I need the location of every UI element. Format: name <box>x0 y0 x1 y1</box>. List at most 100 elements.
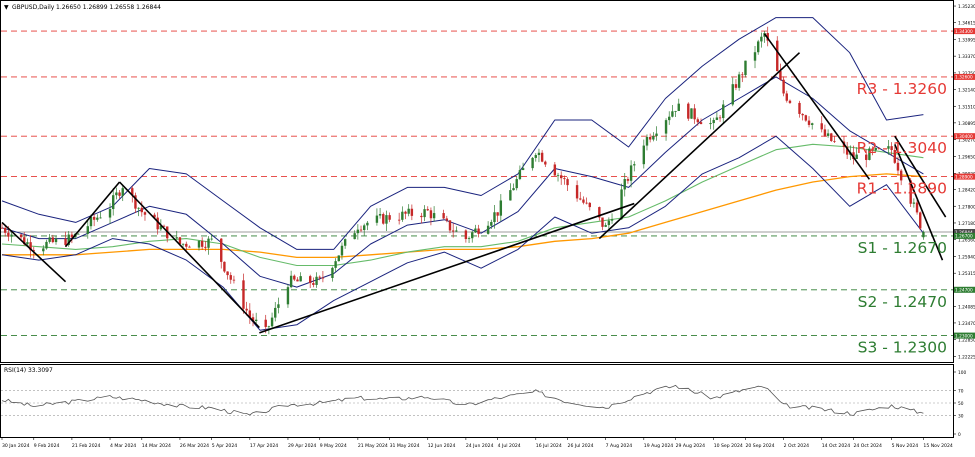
candle-body <box>226 271 229 276</box>
candle-body <box>23 237 26 245</box>
time-tick-label: 4 Jul 2024 <box>498 443 521 449</box>
candle-body <box>137 207 140 209</box>
candle-body <box>474 228 477 233</box>
rsi-title: RSI(14) 33.3097 <box>4 367 53 374</box>
price-tick-label: 1.22850 <box>958 338 975 344</box>
main-panel-frame <box>0 0 954 363</box>
candle-body <box>200 240 204 247</box>
candle-body <box>868 148 871 160</box>
candle-body <box>633 164 636 166</box>
candle-body <box>515 179 518 189</box>
level-label: S3 - 1.2300 <box>858 339 947 357</box>
candle-body <box>607 220 611 226</box>
candle-body <box>855 154 858 160</box>
candle-body <box>429 210 433 219</box>
candle-body <box>210 238 213 240</box>
candle-body <box>575 185 579 199</box>
candle-body <box>496 212 499 216</box>
candle-body <box>601 217 604 227</box>
price-tag <box>954 73 975 80</box>
price-tags: 1.34300 1.32600 1.30400 1.28900 1.268441.267… <box>954 28 975 339</box>
time-tick-label: 29 Aug 2024 <box>676 443 706 449</box>
price-tag-label: 1.34300 <box>955 29 973 35</box>
candle-body <box>890 146 893 151</box>
price-tag-label: 1.24700 <box>955 288 973 294</box>
candle-body <box>756 41 760 53</box>
candle-body <box>162 225 166 227</box>
candle-body <box>610 219 614 221</box>
trendline <box>118 181 260 329</box>
candle-body <box>315 276 318 285</box>
price-tick-label: 1.35230 <box>958 4 975 10</box>
candle-body <box>642 145 646 165</box>
candle-body <box>531 157 534 169</box>
candle-body <box>712 119 715 124</box>
candle-body <box>874 147 877 151</box>
trendline <box>1 221 67 283</box>
candle-body <box>655 133 658 137</box>
candle-body <box>264 319 267 327</box>
candle-body <box>788 100 792 103</box>
candle-body <box>407 208 410 214</box>
candle-body <box>385 215 388 224</box>
candle-body <box>490 222 493 226</box>
candle-body <box>544 161 547 165</box>
candle-body <box>620 189 623 220</box>
candle-body <box>826 133 830 136</box>
candle-body <box>922 232 925 238</box>
candle-body <box>426 209 429 211</box>
time-tick-label: 12 Jun 2024 <box>428 443 456 449</box>
candle-body <box>871 148 874 151</box>
price-axis: 1.35230 1.34615 1.33995 1.33370 1.32750 1.321… <box>953 4 975 360</box>
rsi-tick-label: 70 <box>958 389 964 395</box>
candle-body <box>86 226 89 234</box>
candle-body <box>32 250 35 252</box>
candle-body <box>0 227 4 229</box>
candle-body <box>70 234 74 238</box>
candle-body <box>340 245 344 256</box>
candle-body <box>254 319 258 321</box>
candle-body <box>674 110 677 112</box>
moving-averages <box>1 143 924 267</box>
candle-body <box>811 123 814 125</box>
candle-body <box>197 240 201 248</box>
candle-body <box>397 219 401 221</box>
candle-body <box>579 198 582 200</box>
candle-body <box>404 211 407 214</box>
candle-body <box>737 74 741 88</box>
time-tick-label: 5 Nov 2024 <box>892 443 919 449</box>
candle-body <box>178 237 182 245</box>
time-tick-label: 24 Jun 2024 <box>466 443 494 449</box>
candle-body <box>718 117 722 119</box>
level-label: S2 - 1.2470 <box>858 293 947 311</box>
time-tick-label: 14 Mar 2024 <box>142 443 171 449</box>
candle-body <box>652 136 655 140</box>
candle-body <box>334 261 337 268</box>
candle-body <box>801 113 804 116</box>
price-tick-label: 1.25315 <box>958 271 975 277</box>
candle-body <box>493 212 496 223</box>
candle-body <box>804 115 808 121</box>
price-tag-label: 1.26700 <box>955 234 973 240</box>
candle-body <box>741 74 744 76</box>
candle-body <box>229 275 232 280</box>
candle-body <box>467 238 471 240</box>
candle-body <box>321 277 325 279</box>
candle-body <box>509 190 512 201</box>
price-tick-label: 1.32140 <box>958 87 975 93</box>
price-tag <box>954 133 975 140</box>
candle-body <box>308 276 312 284</box>
price-tick-label: 1.27180 <box>958 221 975 227</box>
candle-body <box>220 238 223 262</box>
candlesticks[interactable] <box>0 26 925 335</box>
rsi-tick-label: 100 <box>958 370 966 376</box>
candle-body <box>722 104 725 119</box>
candle-body <box>223 261 226 272</box>
candle-body <box>185 243 188 247</box>
candle-body <box>156 217 159 230</box>
candle-body <box>553 164 557 176</box>
price-tag <box>954 232 975 239</box>
candle-body <box>7 232 10 237</box>
